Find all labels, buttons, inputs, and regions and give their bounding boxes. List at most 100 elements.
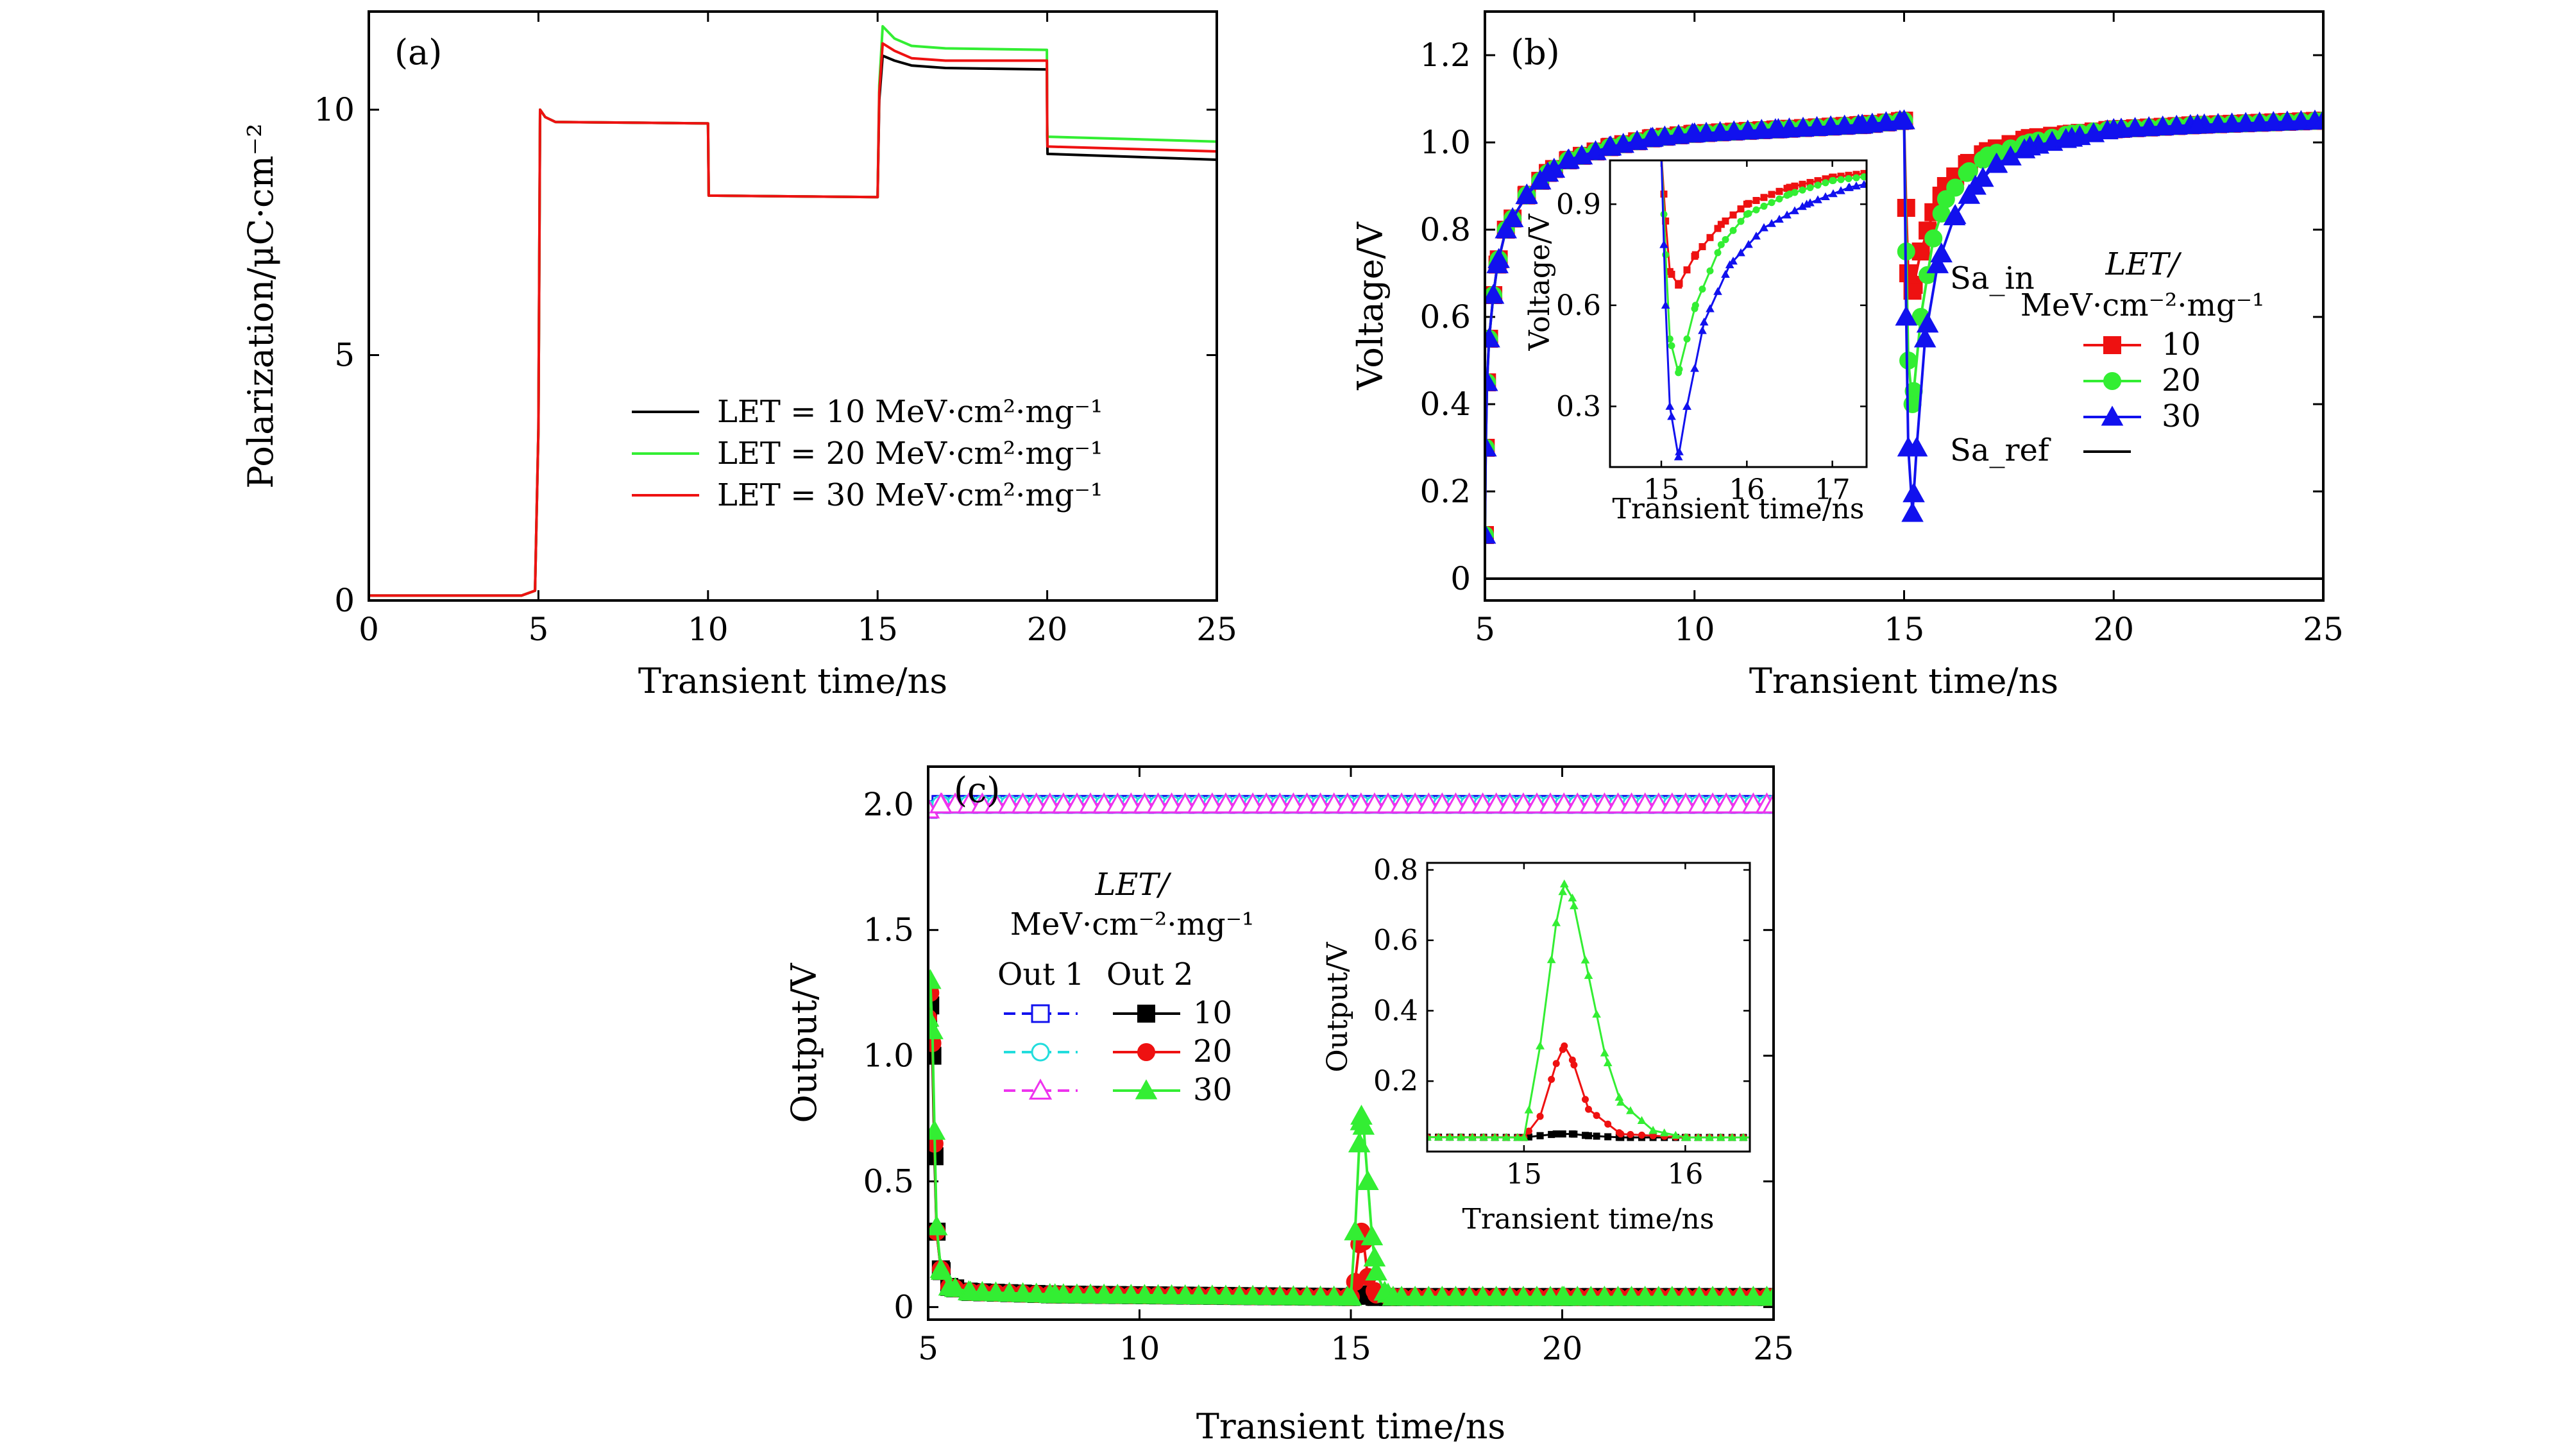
panel-c-ytick-label: 0 [894,1288,914,1325]
inset-c-series-marker-5 [1552,918,1561,926]
inset-c-series-marker-4 [1568,1056,1576,1064]
panel-c-series-marker-5 [1566,1286,1589,1306]
inset-b-series-marker-1 [1743,210,1750,218]
inset-c-series-marker-4 [1627,1130,1634,1138]
panel-b-ticks: 5 10 15 20 25 0 0.2 0.4 0.6 0.8 1.0 1.2 [1419,12,2344,648]
inset-b-xtick-label: 17 [1815,473,1851,506]
inset-c-ytick-label: 0.2 [1373,1065,1418,1098]
panel-b-legend: Sa_in LET/ MeV·cm⁻²·mg⁻¹ 10 20 30 Sa_ref [1950,246,2264,468]
legend-label-let10: LET = 10 MeV·cm²·mg⁻¹ [717,394,1103,430]
inset-c-series-marker-5 [1479,1132,1488,1141]
panel-c-series-marker-5 [1607,1286,1629,1306]
panel-b-series-marker-1 [1899,352,1918,370]
inset-c-series-marker-3 [1536,1132,1544,1139]
panel-b-series-marker-2 [1916,312,1939,333]
inset-b-series-marker-2 [1661,300,1670,309]
inset-b-xtick-label: 15 [1643,473,1679,506]
legend-b-subtitle: MeV·cm⁻²·mg⁻¹ [2021,287,2265,323]
legend-c-out2-marker-0 [1137,1005,1155,1023]
inset-c-series-marker-5 [1558,887,1568,896]
panel-b-series-marker-0 [1899,264,1918,282]
inset-b-series-marker-1 [1717,241,1725,248]
panel-b-series-marker-1 [1958,164,1976,182]
inset-b-series-marker-0 [1737,205,1745,213]
panel-c: 5 10 15 20 25 0 0.5 1.0 1.5 2.0 (c) Transient tim… [784,765,1794,1447]
inset-b-series [1658,150,1867,461]
inset-b-xtick-label: 16 [1729,473,1765,506]
inset-b-series-marker-2 [1813,195,1822,203]
panel-b-series-marker-2 [1485,523,1496,544]
panel-b-xtick-label: 10 [1674,611,1715,648]
inset-b-series-marker-1 [1786,191,1793,198]
panel-b-series-marker-2 [1792,116,1815,137]
legend-b-marker-30 [2101,405,2124,426]
inset-b-series-marker-0 [1699,242,1706,250]
inset-c-series-marker-4 [1536,1112,1544,1120]
panel-b-series-marker-2 [1767,117,1790,139]
legend-b-marker-20 [2103,372,2121,390]
panel-b-xtick-label: 25 [2303,611,2344,648]
panel-c-xtick-label: 5 [918,1330,938,1367]
inset-b-series-marker-0 [1752,197,1760,205]
inset-c-background [1427,863,1750,1152]
panel-b-series-marker-2 [2207,113,2230,133]
panel-a-ytick-label: 5 [334,337,355,374]
inset-b-series-marker-0 [1775,187,1783,195]
legend-b-marks [2083,336,2141,426]
inset-b-frame [1609,159,1868,468]
inset-b-series-marker-2 [1721,269,1730,278]
inset-b-series-marker-2 [1682,402,1691,410]
legend-c-title: LET/ [1094,867,1172,903]
panel-c-series-marker-5 [1701,1286,1724,1306]
panel-c-series-marker-5 [1106,1283,1129,1304]
panel-c-series-marker-5 [928,969,942,989]
panel-c-series-marker-5 [938,1275,961,1296]
inset-c-series-marker-5 [1592,1009,1601,1018]
panel-c-series-marker-5 [1661,1286,1684,1306]
inset-c-series-marker-5 [1671,1130,1681,1139]
inset-c-series-marker-5 [1626,1106,1635,1114]
inset-c-series-marker-4 [1581,1096,1589,1103]
legend-b-marker-10 [2103,336,2121,354]
panel-b-series-marker-2 [1485,284,1505,304]
inset-b-series-marker-2 [1767,219,1776,227]
panel-c-series-marker-2 [1761,792,1774,813]
inset-b-series-marker-1 [1683,335,1691,343]
legend-c-marks [1004,1004,1180,1100]
panel-c-series-marker-5 [1363,1246,1386,1267]
panel-b-series-marker-2 [1516,183,1538,204]
legend-c-out2-marker-2 [1135,1079,1158,1100]
inset-c-xlabel: Transient time/ns [1462,1203,1715,1236]
inset-c-series-marker-5 [1468,1132,1477,1141]
panel-b-series-marker-2 [1641,126,1664,147]
panel-c-series-marker-5 [1012,1282,1034,1302]
inset-c-series-marker-5 [1456,1132,1466,1141]
inset-b-series-marker-2 [1821,192,1830,201]
panel-b-ylabel: Voltage/V [1350,221,1391,390]
panel-b-series-marker-2 [1926,253,1949,273]
panel-b-series-marker-2 [2262,111,2285,132]
inset-b-series-marker-2 [1713,287,1722,295]
legend-c-out1-marker-0 [1031,1004,1050,1023]
inset-b-series-marker-2 [1829,189,1838,198]
inset-c-series-marker-5 [1616,1098,1625,1106]
panel-b-series-marker-2 [1893,109,1915,130]
panel-b: 5 10 15 20 25 0 0.2 0.4 0.6 0.8 1.0 1.2 (b) Transie… [1350,10,2344,701]
panel-b-ytick-label: 0.2 [1419,473,1471,510]
legend-c-col1: Out 1 [997,957,1084,992]
panel-b-series-marker-2 [2060,126,2083,147]
panel-b-series-marker-0 [1911,242,1930,260]
legend-c-out1-marker-2 [1028,1078,1053,1100]
inset-b-series-marker-0 [1658,150,1665,157]
panel-c-legend: LET/ MeV·cm⁻²·mg⁻¹ Out 1 Out 2 10 20 30 [997,867,1254,1108]
panel-b-series-marker-2 [1750,119,1773,139]
panel-c-series-marker-5 [1445,1286,1467,1306]
inset-c-series-marker-3 [1604,1133,1612,1141]
inset-b-series-marker-0 [1666,268,1674,275]
panel-b-series-marker-2 [1806,115,1828,136]
panel-c-series-marker-5 [1282,1285,1305,1306]
inset-c-series-marker-3 [1559,1130,1566,1138]
panel-c-series-marker-5 [1187,1284,1210,1305]
legend-b-label-20: 20 [2162,362,2201,398]
inset-b-series-marker-2 [1852,181,1861,190]
